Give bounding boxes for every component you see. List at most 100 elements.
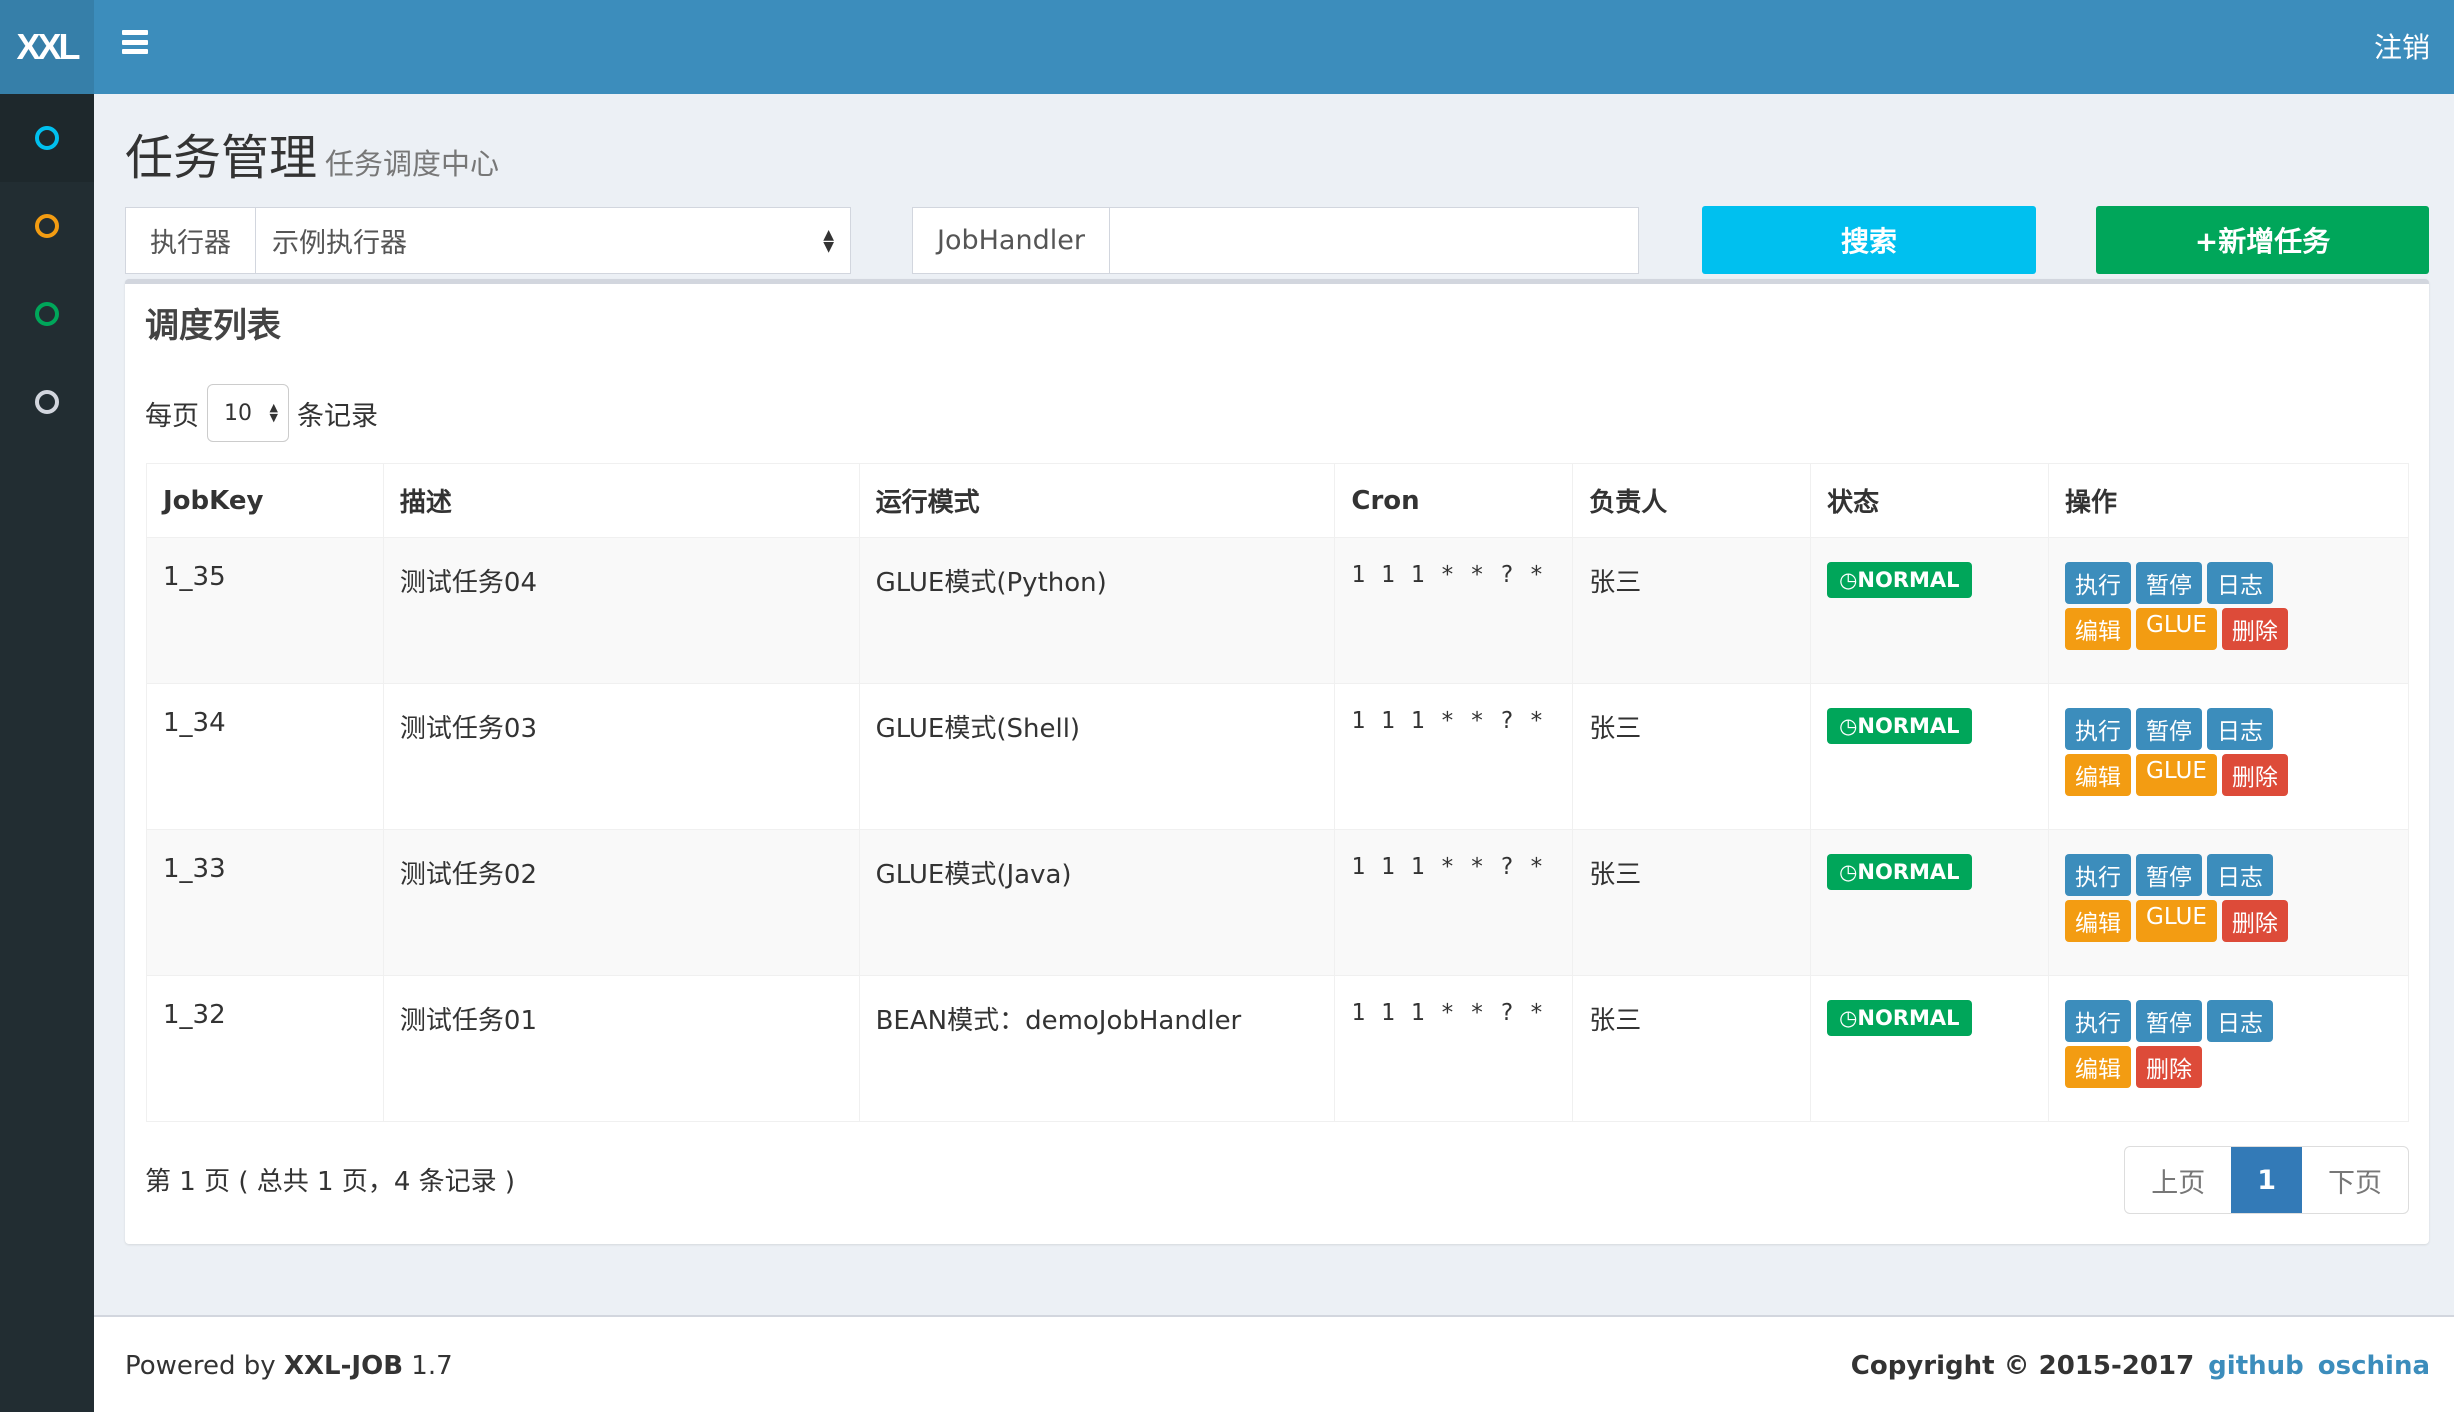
cell-jobkey: 1_33	[146, 829, 384, 976]
edit-button[interactable]: 编辑	[2065, 608, 2132, 650]
pause-button[interactable]: 暂停	[2136, 1000, 2203, 1042]
edit-button[interactable]: 编辑	[2065, 1046, 2132, 1088]
table-row: 1_35 测试任务04 GLUE模式(Python) 1 1 1 * * ? * 张三 ◷…	[146, 537, 2409, 684]
jobhandler-input[interactable]	[1110, 208, 1638, 273]
pause-button[interactable]: 暂停	[2136, 562, 2203, 604]
job-table: JobKey 描述 运行模式 Cron 负责人 状态 操作 1_35 测试任务04…	[146, 463, 2409, 1122]
table-row: 1_33 测试任务02 GLUE模式(Java) 1 1 1 * * ? * 张三 ◷NO…	[146, 829, 2409, 976]
search-button[interactable]: 搜索	[1702, 206, 2036, 274]
col-desc[interactable]: 描述	[382, 463, 860, 538]
glue-button[interactable]: GLUE	[2136, 754, 2217, 796]
cell-desc: 测试任务04	[382, 537, 860, 684]
run-button[interactable]: 执行	[2065, 562, 2132, 604]
page-subtitle: 任务调度中心	[325, 147, 500, 181]
cell-actions: 执行 暂停 日志编辑 GLUE 删除	[2048, 683, 2409, 830]
cell-cron: 1 1 1 * * ? *	[1334, 683, 1574, 830]
select-arrows-icon: ▲ ▼	[269, 401, 278, 424]
run-button[interactable]: 执行	[2065, 854, 2132, 896]
glue-button[interactable]: GLUE	[2136, 900, 2217, 942]
cell-status: ◷NORMAL	[1810, 829, 2050, 976]
col-mode[interactable]: 运行模式	[858, 463, 1336, 538]
cell-cron: 1 1 1 * * ? *	[1334, 829, 1574, 976]
status-text: NORMAL	[1857, 714, 1960, 738]
executor-select[interactable]: 示例执行器 ▲ ▼	[256, 208, 850, 273]
pagination: 上页 1 下页	[2124, 1146, 2409, 1214]
run-button[interactable]: 执行	[2065, 1000, 2132, 1042]
log-button[interactable]: 日志	[2207, 708, 2274, 750]
per-page-suffix: 条记录	[297, 400, 378, 432]
product-name: XXL-JOB	[283, 1351, 404, 1381]
circle-icon	[35, 302, 59, 326]
page-length-select[interactable]: 10 ▲ ▼	[207, 384, 289, 442]
title-text: 任务管理	[125, 130, 318, 186]
clock-icon: ◷	[1839, 568, 1858, 592]
github-link[interactable]: github	[2208, 1351, 2304, 1381]
col-owner[interactable]: 负责人	[1572, 463, 1812, 538]
status-badge: ◷NORMAL	[1827, 708, 1972, 744]
status-text: NORMAL	[1857, 568, 1960, 592]
delete-button[interactable]: 删除	[2221, 608, 2288, 650]
log-button[interactable]: 日志	[2207, 854, 2274, 896]
footer: Powered by XXL-JOB 1.7 Copyright © 2015-…	[94, 1315, 2454, 1412]
cell-mode: GLUE模式(Python)	[858, 537, 1336, 684]
col-cron[interactable]: Cron	[1334, 463, 1574, 538]
pause-button[interactable]: 暂停	[2136, 708, 2203, 750]
status-badge: ◷NORMAL	[1827, 854, 1972, 890]
clock-icon: ◷	[1839, 714, 1858, 738]
sidebar-item-4[interactable]	[0, 358, 94, 446]
copyright: Copyright © 2015-2017 github oschina	[1851, 1351, 2430, 1381]
cell-owner: 张三	[1572, 683, 1812, 830]
page-1-button[interactable]: 1	[2231, 1147, 2302, 1213]
cell-owner: 张三	[1572, 537, 1812, 684]
cell-cron: 1 1 1 * * ? *	[1334, 975, 1574, 1122]
oschina-link[interactable]: oschina	[2317, 1351, 2430, 1381]
logout-link[interactable]: 注销	[2373, 31, 2430, 64]
top-navbar: XXL 注销	[0, 0, 2454, 94]
edit-button[interactable]: 编辑	[2065, 900, 2132, 942]
table-row: 1_34 测试任务03 GLUE模式(Shell) 1 1 1 * * ? * 张三 ◷N…	[146, 683, 2409, 830]
col-status[interactable]: 状态	[1810, 463, 2050, 538]
executor-value: 示例执行器	[272, 228, 407, 259]
log-button[interactable]: 日志	[2207, 1000, 2274, 1042]
delete-button[interactable]: 删除	[2221, 900, 2288, 942]
per-page-prefix: 每页	[145, 400, 199, 432]
glue-button[interactable]: GLUE	[2136, 608, 2217, 650]
powered-prefix: Powered by	[125, 1351, 284, 1381]
sidebar-item-2[interactable]	[0, 182, 94, 270]
per-page-value: 10	[224, 400, 252, 426]
add-job-button[interactable]: +新增任务	[2096, 206, 2429, 274]
job-list-box: 调度列表 每页 10 ▲ ▼ 条记录 JobKey 描述 运行模式 Cron 负责人…	[125, 279, 2429, 1244]
col-jobkey[interactable]: JobKey	[146, 463, 384, 538]
pause-button[interactable]: 暂停	[2136, 854, 2203, 896]
box-title: 调度列表	[145, 306, 281, 346]
cell-status: ◷NORMAL	[1810, 975, 2050, 1122]
run-button[interactable]: 执行	[2065, 708, 2132, 750]
cell-status: ◷NORMAL	[1810, 537, 2050, 684]
delete-button[interactable]: 删除	[2136, 1046, 2203, 1088]
table-row: 1_32 测试任务01 BEAN模式：demoJobHandler 1 1 1 * *…	[146, 975, 2409, 1122]
cell-mode: GLUE模式(Shell)	[858, 683, 1336, 830]
sidebar-item-1[interactable]	[0, 94, 94, 182]
cell-mode: GLUE模式(Java)	[858, 829, 1336, 976]
circle-icon	[35, 214, 59, 238]
edit-button[interactable]: 编辑	[2065, 754, 2132, 796]
logo[interactable]: XXL	[0, 0, 94, 94]
menu-toggle-icon[interactable]	[122, 30, 148, 54]
cell-jobkey: 1_34	[146, 683, 384, 830]
status-badge: ◷NORMAL	[1827, 562, 1972, 598]
page-length: 每页 10 ▲ ▼ 条记录	[145, 384, 378, 442]
log-button[interactable]: 日志	[2207, 562, 2274, 604]
cell-cron: 1 1 1 * * ? *	[1334, 537, 1574, 684]
next-page-button[interactable]: 下页	[2328, 1167, 2382, 1199]
circle-icon	[35, 390, 59, 414]
jobhandler-label: JobHandler	[913, 208, 1110, 273]
prev-page-button[interactable]: 上页	[2151, 1167, 2206, 1199]
clock-icon: ◷	[1839, 1006, 1858, 1030]
cell-owner: 张三	[1572, 975, 1812, 1122]
jobhandler-filter: JobHandler	[912, 207, 1639, 274]
circle-icon	[35, 126, 59, 150]
cell-actions: 执行 暂停 日志编辑 删除	[2048, 975, 2409, 1122]
delete-button[interactable]: 删除	[2221, 754, 2288, 796]
cell-desc: 测试任务01	[382, 975, 860, 1122]
sidebar-item-3[interactable]	[0, 270, 94, 358]
